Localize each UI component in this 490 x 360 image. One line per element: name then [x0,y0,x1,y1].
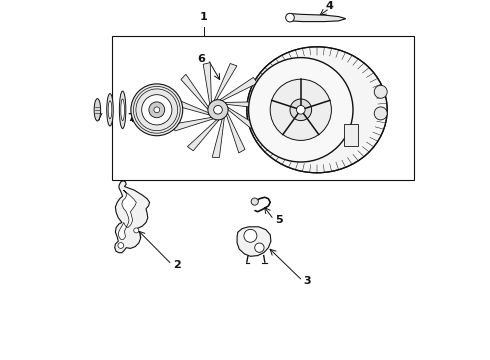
Polygon shape [172,117,214,131]
Text: 5: 5 [275,215,283,225]
Circle shape [255,243,264,252]
Polygon shape [226,113,245,153]
Polygon shape [220,77,258,101]
Ellipse shape [121,99,124,121]
Polygon shape [187,120,219,151]
Circle shape [286,13,294,22]
Text: 2: 2 [173,260,181,270]
Polygon shape [115,181,149,253]
Ellipse shape [108,101,112,119]
Circle shape [131,84,183,136]
Bar [112,36,414,180]
Circle shape [154,107,160,113]
Polygon shape [286,14,346,22]
Polygon shape [214,63,237,100]
Polygon shape [203,63,211,104]
Circle shape [214,105,222,114]
Polygon shape [225,102,266,109]
Text: 1: 1 [200,12,207,22]
Text: 7: 7 [128,113,135,123]
Ellipse shape [107,94,113,126]
Ellipse shape [94,99,100,121]
Ellipse shape [120,91,126,129]
Circle shape [142,95,172,125]
Polygon shape [212,118,224,158]
Polygon shape [237,227,271,256]
Circle shape [374,85,387,98]
Circle shape [296,105,305,114]
Polygon shape [171,97,209,115]
Ellipse shape [247,47,387,173]
Polygon shape [181,74,208,109]
Text: 3: 3 [304,276,311,286]
Bar [344,124,358,146]
Text: 6: 6 [197,54,205,64]
Circle shape [118,243,123,248]
Polygon shape [118,190,136,239]
Polygon shape [228,107,262,135]
Circle shape [270,79,331,140]
Circle shape [251,198,258,205]
Circle shape [248,58,353,162]
Circle shape [244,229,257,242]
Circle shape [149,102,165,118]
Circle shape [374,107,387,120]
Circle shape [134,228,139,233]
Circle shape [290,99,312,121]
Circle shape [208,100,228,120]
Text: 4: 4 [326,1,334,11]
